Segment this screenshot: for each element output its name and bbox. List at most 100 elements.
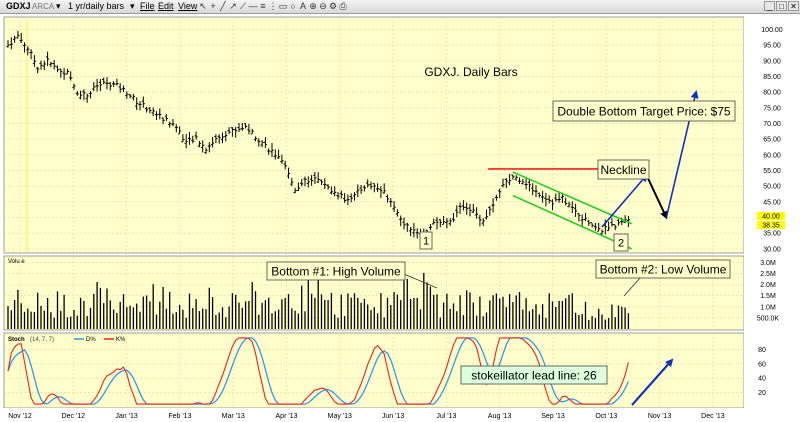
volume-tick-label: 500.0K (757, 315, 780, 322)
line-tool-icon[interactable]: ╱ (220, 1, 226, 11)
date-tick-label: Nov '13 (648, 413, 672, 420)
price-axis: 100.00 95.00 90.00 85.00 80.00 75.00 70.00 65.0… (757, 27, 783, 397)
price-tick-label: 100.00 (761, 27, 783, 34)
annotations: GDXJ. Daily Bars Double Bottom Target Pri… (266, 65, 736, 406)
stoch-tick-label: 40 (758, 376, 766, 383)
crosshair-tool-icon[interactable]: + (210, 1, 216, 11)
rectangle-tool-icon[interactable]: ▭ (278, 1, 288, 11)
print-icon[interactable]: ⎙ (339, 1, 347, 11)
price-tick-label: 65.00 (763, 137, 781, 144)
menu-file[interactable]: File (140, 1, 155, 11)
bottom-2-volume-annotation-box (595, 259, 731, 279)
svg-text:K%: K% (116, 337, 126, 343)
stoch-lead-line-annotation: stokeillator lead line: 26 (471, 368, 597, 382)
channel-tool-icon[interactable]: ≡ (260, 1, 266, 11)
price-panel (3, 16, 745, 254)
time-axis[interactable] (0, 408, 800, 422)
last-price-label-2: 38.35 (762, 223, 780, 230)
price-tick-label: 80.00 (763, 90, 781, 97)
price-tick-label: 35.00 (763, 231, 781, 238)
volume-bars (7, 272, 630, 329)
stoch-k-line (7, 337, 629, 405)
bottom-1-marker-box (419, 231, 433, 250)
bottom-1-marker: 1 (423, 235, 429, 247)
bottom-1-volume-annotation-box (266, 261, 406, 281)
price-tick-label: 75.00 (763, 105, 781, 112)
date-axis: Nov '12 Dec '12 Jan '13 Feb '13 Mar '13 Apr '… (8, 413, 725, 420)
bottom-2-marker: 2 (618, 237, 624, 249)
horizontal-line-icon[interactable]: — (248, 1, 258, 11)
svg-text:D%: D% (86, 337, 96, 343)
minimize-icon[interactable]: _ (764, 1, 775, 11)
last-price-box-2 (757, 221, 785, 229)
neckline-annotation-box (597, 159, 650, 180)
text-tool-icon[interactable]: A (299, 1, 306, 11)
svg-text:Stoch: Stoch (8, 337, 25, 343)
menu-view[interactable]: View (178, 1, 198, 11)
date-tick-label: Aug '13 (488, 413, 512, 420)
volume-tick-label: 1.5M (760, 293, 776, 300)
projection-arrow-down (645, 174, 668, 220)
period-selector[interactable]: 1 yr/daily bars (68, 1, 125, 11)
exchange-label: ARCA (32, 2, 55, 11)
date-tick-label: Jan '13 (115, 413, 137, 420)
settings-gear-icon[interactable]: ⚙ (328, 1, 338, 11)
bottom2-pointer (623, 277, 641, 297)
price-tick-label: 50.00 (763, 184, 781, 191)
symbol-label[interactable]: GDXJ (6, 1, 31, 11)
menu-edit[interactable]: Edit (158, 1, 174, 11)
price-tick-label: 85.00 (763, 74, 781, 81)
arrow-tool-icon[interactable]: ↗ (229, 1, 237, 11)
date-tick-label: Jun '13 (382, 413, 404, 420)
ellipse-tool-icon[interactable]: ○ (290, 1, 296, 11)
date-tick-label: Nov '12 (8, 413, 32, 420)
price-tick-label: 90.00 (763, 58, 781, 65)
channel-lower-line (512, 194, 633, 250)
price-tick-label: 45.00 (763, 199, 781, 206)
volume-tick-label: 2.5M (760, 271, 776, 278)
chart-toolbar: GDXJ ARCA ▾ 1 yr/daily bars ▾ File Edit … (0, 0, 800, 14)
close-icon[interactable]: ✕ (788, 1, 799, 11)
volume-tick-label: 1.0M (760, 304, 776, 311)
date-tick-label: Dec '13 (701, 413, 725, 420)
stoch-tick-label: 60 (758, 361, 766, 368)
price-tick-label: 30.00 (763, 246, 781, 253)
stoch-tick-label: 20 (758, 390, 766, 397)
last-price-label-1: 40.00 (762, 214, 780, 221)
volume-tick-label: 3.0M (760, 260, 776, 267)
pointer-tool-icon[interactable]: ↖ (199, 1, 207, 11)
projection-arrow-up (601, 173, 648, 228)
date-tick-label: Feb '13 (168, 413, 191, 420)
target-price-annotation-box (552, 100, 736, 122)
date-tick-label: Oct '13 (595, 413, 617, 420)
target-price-annotation: Double Bottom Target Price: $75 (557, 104, 731, 118)
stoch-tick-label: 80 (758, 347, 766, 354)
maximize-icon[interactable]: □ (776, 1, 787, 11)
stoch-lead-line-annotation-box (460, 365, 608, 385)
date-tick-label: Sep '13 (541, 413, 565, 420)
date-tick-label: May '13 (328, 413, 352, 420)
price-tick-label: 95.00 (763, 43, 781, 50)
bottom-1-volume-annotation: Bottom #1: High Volume (271, 264, 401, 278)
zoom-out-icon[interactable]: ⊖ (319, 1, 327, 11)
neckline-annotation: Neckline (600, 163, 646, 177)
price-tick-label: 55.00 (763, 168, 781, 175)
ray-tool-icon[interactable]: ⟋ (239, 1, 247, 11)
svg-text:(14, 7, 7): (14, 7, 7) (30, 337, 54, 343)
stochastic-lines (7, 337, 629, 405)
zoom-in-icon[interactable]: ⊕ (309, 1, 317, 11)
price-tick-label: 70.00 (763, 121, 781, 128)
bottom-2-volume-annotation: Bottom #2: Low Volume (600, 262, 727, 276)
date-tick-label: Jul '13 (436, 413, 456, 420)
bottom1-pointer (403, 273, 438, 289)
stoch-legend: Stoch (14, 7, 7) D% K% (8, 337, 126, 343)
date-tick-label: Dec '12 (62, 413, 86, 420)
volume-panel-label: Volu e (8, 259, 25, 265)
volume-tick-label: 2.0M (760, 282, 776, 289)
fibonacci-tool-icon[interactable]: ⋮ (268, 1, 278, 11)
chevron-down-icon[interactable]: ▾ (130, 1, 135, 11)
chart-title-annotation: GDXJ. Daily Bars (424, 65, 517, 79)
chevron-down-icon[interactable]: ▾ (56, 1, 61, 11)
